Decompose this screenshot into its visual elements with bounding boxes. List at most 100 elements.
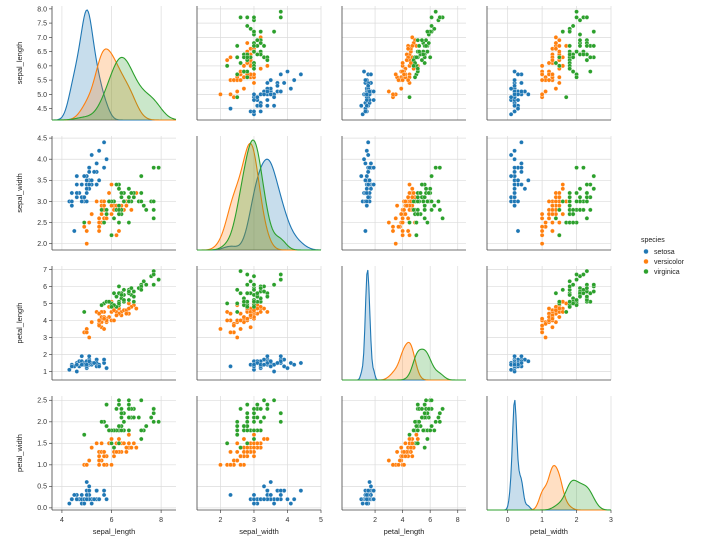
- scatter-point-virginica: [244, 290, 250, 296]
- scatter-point-versicolor: [539, 224, 545, 230]
- scatter-point-versicolor: [129, 207, 134, 213]
- scatter-point-virginica: [131, 194, 137, 200]
- scatter-point-setosa: [69, 496, 75, 502]
- y-tick-label: 6.5: [37, 49, 47, 56]
- scatter-point-versicolor: [251, 453, 257, 459]
- scatter-point-virginica: [258, 285, 263, 291]
- scatter-point-virginica: [416, 49, 422, 54]
- scatter-point-virginica: [440, 216, 445, 221]
- scatter-point-virginica: [418, 190, 423, 196]
- scatter-point-virginica: [111, 290, 117, 296]
- scatter-point-setosa: [508, 152, 514, 158]
- scatter-point-versicolor: [539, 241, 545, 246]
- scatter-point-virginica: [421, 52, 426, 57]
- scatter-point-versicolor: [234, 335, 240, 340]
- scatter-point-setosa: [275, 496, 280, 502]
- scatter-point-setosa: [291, 77, 297, 83]
- scatter-point-virginica: [426, 40, 432, 46]
- scatter-point-versicolor: [550, 57, 555, 63]
- scatter-point-virginica: [244, 304, 250, 310]
- scatter-point-virginica: [570, 23, 576, 29]
- panel-sepal_length-vs-sepal_width: [196, 6, 322, 121]
- scatter-point-virginica: [563, 309, 569, 315]
- scatter-point-virginica: [432, 203, 437, 208]
- scatter-point-virginica: [244, 55, 250, 60]
- scatter-point-versicolor: [408, 445, 414, 450]
- scatter-point-versicolor: [111, 307, 117, 313]
- scatter-point-virginica: [433, 165, 438, 170]
- scatter-point-setosa: [228, 492, 233, 498]
- scatter-point-versicolor: [106, 190, 112, 196]
- x-tick-label: 2: [575, 517, 579, 524]
- scatter-point-versicolor: [248, 324, 253, 330]
- scatter-point-versicolor: [228, 311, 233, 316]
- panel-petal_width-vs-petal_length: 2 4 6 8 petal_length: [341, 396, 466, 536]
- panel-sepal_length-vs-sepal_length: 4.5 5.0 5.5 6.0 6.5 7.0 7.5 8.0 sepal_length: [15, 6, 177, 121]
- panel-sepal_width-vs-petal_length: [341, 136, 466, 251]
- scatter-point-versicolor: [234, 449, 240, 455]
- scatter-point-virginica: [271, 29, 277, 34]
- scatter-point-versicolor: [393, 216, 399, 221]
- scatter-point-versicolor: [560, 182, 566, 187]
- scatter-point-setosa: [364, 92, 370, 97]
- scatter-point-setosa: [251, 492, 257, 498]
- x-axis-label: sepal_length: [93, 527, 136, 536]
- scatter-point-versicolor: [550, 228, 555, 234]
- scatter-point-versicolor: [124, 203, 129, 208]
- scatter-point-setosa: [96, 364, 102, 369]
- scatter-point-virginica: [581, 207, 586, 213]
- scatter-point-virginica: [425, 199, 430, 204]
- scatter-point-virginica: [421, 428, 426, 433]
- scatter-point-setosa: [251, 109, 257, 114]
- scatter-point-virginica: [244, 441, 250, 446]
- scatter-point-virginica: [570, 55, 576, 60]
- scatter-point-versicolor: [84, 241, 89, 246]
- scatter-point-virginica: [588, 207, 593, 213]
- scatter-point-setosa: [512, 169, 517, 175]
- scatter-point-setosa: [268, 479, 274, 485]
- scatter-point-setosa: [512, 165, 517, 170]
- scatter-point-virginica: [567, 279, 572, 284]
- scatter-point-versicolor: [400, 216, 405, 221]
- scatter-point-versicolor: [84, 462, 89, 468]
- scatter-point-virginica: [419, 406, 425, 412]
- scatter-point-virginica: [429, 173, 434, 179]
- scatter-point-setosa: [101, 165, 107, 170]
- scatter-point-versicolor: [86, 335, 92, 340]
- scatter-point-virginica: [139, 199, 144, 204]
- scatter-point-virginica: [261, 289, 267, 294]
- scatter-point-virginica: [567, 194, 572, 200]
- scatter-point-setosa: [367, 178, 372, 183]
- scatter-point-setosa: [86, 484, 92, 489]
- scatter-point-versicolor: [400, 60, 405, 66]
- scatter-point-virginica: [143, 423, 149, 429]
- scatter-point-setosa: [512, 92, 517, 97]
- scatter-point-virginica: [567, 43, 572, 49]
- scatter-point-versicolor: [251, 432, 257, 437]
- scatter-point-versicolor: [546, 306, 552, 311]
- scatter-point-virginica: [429, 207, 434, 213]
- scatter-point-versicolor: [403, 453, 408, 459]
- scatter-point-virginica: [261, 398, 267, 403]
- scatter-point-virginica: [126, 398, 132, 403]
- scatter-point-setosa: [512, 109, 517, 114]
- scatter-point-virginica: [234, 432, 240, 437]
- scatter-point-setosa: [91, 169, 97, 175]
- scatter-point-virginica: [119, 428, 124, 433]
- scatter-point-virginica: [416, 43, 422, 49]
- scatter-point-setosa: [515, 106, 521, 111]
- scatter-point-setosa: [360, 501, 365, 506]
- scatter-point-versicolor: [116, 228, 122, 234]
- scatter-point-setosa: [268, 359, 274, 364]
- scatter-point-virginica: [244, 272, 250, 277]
- scatter-point-setosa: [74, 369, 80, 374]
- scatter-point-virginica: [574, 49, 579, 54]
- scatter-point-versicolor: [400, 228, 405, 234]
- scatter-point-versicolor: [560, 211, 566, 217]
- scatter-point-setosa: [515, 178, 521, 183]
- scatter-point-versicolor: [550, 207, 555, 213]
- scatter-point-virginica: [437, 410, 443, 416]
- scatter-point-virginica: [151, 419, 156, 425]
- scatter-point-virginica: [415, 441, 421, 446]
- scatter-point-versicolor: [244, 316, 250, 322]
